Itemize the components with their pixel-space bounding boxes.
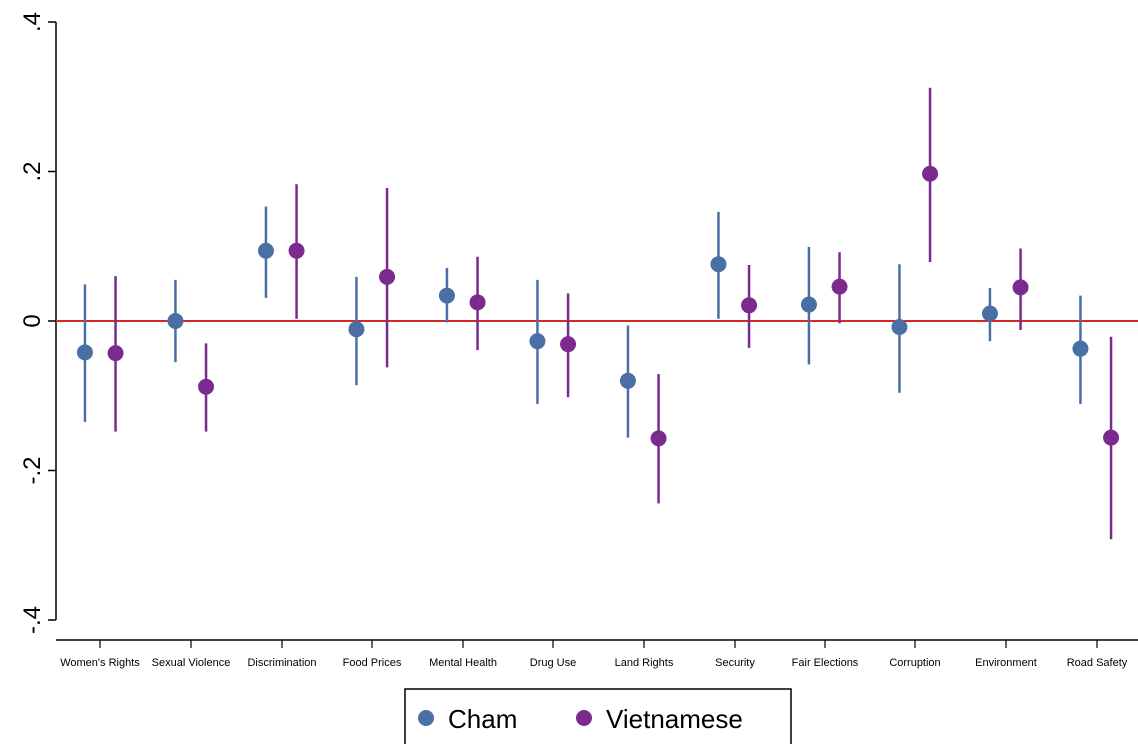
data-point (741, 297, 758, 314)
data-point (560, 336, 577, 353)
x-tick-label: Land Rights (615, 657, 674, 669)
data-point (619, 372, 636, 389)
legend-marker-cham (418, 710, 434, 726)
series-cham (76, 206, 1089, 438)
x-tick-label: Sexual Violence (152, 657, 231, 669)
series-vietnamese (107, 87, 1120, 540)
data-point (257, 242, 274, 259)
x-tick-label: Security (715, 657, 755, 669)
data-point (379, 268, 396, 285)
data-point (891, 318, 908, 335)
data-point (831, 278, 848, 295)
x-tick-label: Corruption (889, 657, 940, 669)
data-point (469, 294, 486, 311)
data-point (1012, 279, 1029, 296)
legend: Cham Vietnamese (404, 688, 792, 744)
y-tick-label: .4 (19, 12, 46, 32)
x-tick-label: Women's Rights (60, 657, 140, 669)
data-point (438, 287, 455, 304)
y-tick-label: -.2 (19, 456, 46, 484)
data-point (288, 242, 305, 259)
x-tick-label: Fair Elections (792, 657, 859, 669)
x-tick-label: Discrimination (247, 657, 316, 669)
data-point (800, 296, 817, 313)
data-point (710, 256, 727, 273)
data-point (981, 305, 998, 322)
x-tick-label: Environment (975, 657, 1037, 669)
y-axis: .4 .2 0 -.2 -.4 (19, 12, 56, 634)
data-point (348, 321, 365, 338)
x-axis: Women's Rights Sexual Violence Discriminat… (56, 639, 1138, 669)
data-point (922, 165, 939, 182)
y-tick-label: -.4 (19, 606, 46, 634)
x-tick-label: Drug Use (530, 657, 576, 669)
y-tick-label: 0 (19, 314, 46, 327)
data-point (198, 378, 215, 395)
data-point (650, 430, 667, 447)
data-point (1103, 429, 1120, 446)
data-marks (76, 87, 1120, 540)
legend-marker-vietnamese (576, 710, 592, 726)
legend-label-vietnamese: Vietnamese (606, 704, 743, 734)
data-point (1072, 340, 1089, 357)
legend-label-cham: Cham (448, 704, 517, 734)
data-point (107, 345, 124, 362)
x-tick-label: Food Prices (343, 657, 402, 669)
y-tick-label: .2 (19, 161, 46, 181)
data-point (529, 333, 546, 350)
legend-box (404, 688, 792, 744)
x-tick-label: Mental Health (429, 657, 497, 669)
data-point (167, 313, 184, 329)
data-point (76, 344, 93, 361)
x-tick-label: Road Safety (1067, 657, 1128, 669)
